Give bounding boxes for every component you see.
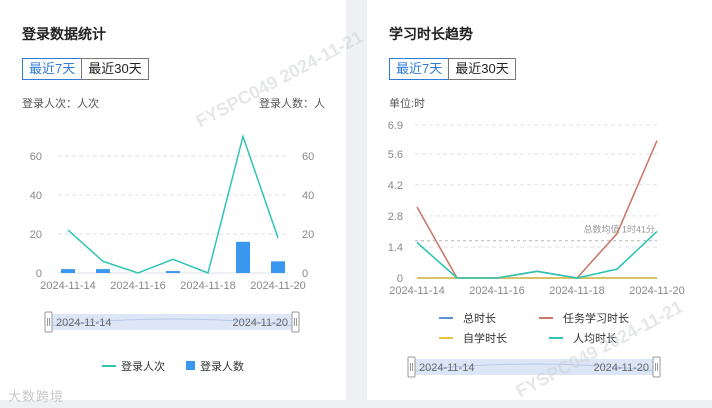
slider-handle-right[interactable] (652, 356, 661, 378)
series-line (416, 140, 658, 279)
slider-handle-left[interactable] (44, 311, 53, 333)
slider-handle-left[interactable] (407, 356, 416, 378)
slider-end-label: 2024-11-20 (594, 362, 649, 374)
login-stats-title: 登录数据统计 (22, 26, 106, 42)
slider-end-label: 2024-11-20 (233, 317, 288, 329)
y-tick-label: 4.2 (388, 180, 403, 192)
datazoom-track (48, 314, 296, 330)
y-right-tick-label: 60 (302, 151, 314, 163)
legend-bar-swatch (186, 361, 195, 370)
y-right-tick-label: 40 (302, 190, 314, 202)
x-tick-label: 2024-11-18 (549, 285, 604, 297)
legend-label: 登录人数 (200, 359, 244, 373)
y-tick-label: 1.4 (388, 242, 403, 254)
y-left-axis-label: 登录人次：人次 (22, 98, 99, 110)
y-tick-label: 6.9 (388, 120, 403, 132)
y-left-tick-label: 20 (30, 229, 42, 241)
y-right-tick-label: 0 (302, 268, 308, 280)
study-trend-panel: 学习时长趋势 最近7天 最近30天 单位:时 0 1.4 2.8 4.2 5.6 6.9 2… (367, 0, 712, 400)
x-tick-label: 2024-11-20 (629, 285, 684, 297)
study-chart: 0 1.4 2.8 4.2 5.6 6.9 2024-11-14 2024-11-16 2024… (388, 120, 685, 378)
datazoom-track (411, 359, 657, 375)
bar-login-users (166, 271, 180, 273)
bar-login-users (96, 269, 110, 273)
x-tick-label: 2024-11-20 (250, 280, 305, 292)
y-left-tick-label: 0 (36, 268, 42, 280)
x-tick-label: 2024-11-16 (110, 280, 165, 292)
datazoom-shadow (47, 318, 297, 327)
slider-handle-right[interactable] (291, 311, 300, 333)
x-tick-label: 2024-11-14 (389, 285, 444, 297)
y-right-axis-label: 登录人数：人 (259, 98, 325, 110)
datazoom-shadow (410, 363, 658, 372)
y-right-tick-label: 20 (302, 229, 314, 241)
legend-label: 登录人次 (121, 359, 165, 373)
tab-last-30-days[interactable]: 最近30天 (81, 58, 149, 80)
x-tick-label: 2024-11-14 (40, 280, 95, 292)
bar-login-users (236, 241, 250, 273)
tab-last-7-days[interactable]: 最近7天 (389, 58, 450, 80)
study-range-tabs: 最近7天 最近30天 (389, 58, 516, 80)
study-trend-title: 学习时长趋势 (389, 26, 473, 42)
x-tick-label: 2024-11-18 (180, 280, 235, 292)
slider-start-label: 2024-11-14 (419, 362, 474, 374)
y-tick-label: 2.8 (388, 211, 403, 223)
login-stats-panel: 登录数据统计 最近7天 最近30天 登录人次：人次 登录人数：人 0 20 40 60… (0, 0, 346, 400)
x-tick-label: 2024-11-16 (469, 285, 524, 297)
bar-login-users (61, 269, 75, 273)
slider-start-label: 2024-11-14 (56, 317, 111, 329)
y-left-tick-label: 40 (30, 190, 42, 202)
tab-last-30-days[interactable]: 最近30天 (448, 58, 516, 80)
login-chart: 0 20 40 60 0 20 40 60 2024-11-14 2024-11-16 2024-1… (30, 133, 314, 373)
y-tick-label: 0 (397, 273, 403, 285)
brand-logo: 大数跨境 (8, 389, 65, 404)
unit-label: 单位:时 (389, 98, 426, 110)
login-range-tabs: 最近7天 最近30天 (22, 58, 149, 80)
legend-label: 自学时长 (463, 331, 507, 345)
legend-label: 任务学习时长 (563, 311, 629, 325)
legend-label: 总时长 (463, 311, 496, 325)
tab-last-7-days[interactable]: 最近7天 (22, 58, 83, 80)
y-left-tick-label: 60 (30, 151, 42, 163)
legend-label: 人均时长 (573, 332, 617, 345)
bar-login-users (271, 261, 285, 273)
y-tick-label: 5.6 (388, 149, 403, 161)
